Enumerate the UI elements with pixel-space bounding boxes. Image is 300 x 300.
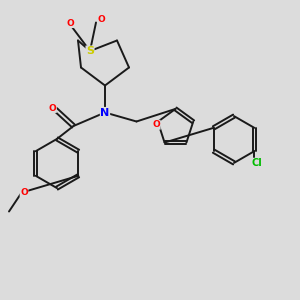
Text: Cl: Cl <box>251 158 262 168</box>
Text: S: S <box>86 46 94 56</box>
Text: O: O <box>98 15 105 24</box>
Text: O: O <box>49 103 56 112</box>
Text: O: O <box>152 120 160 129</box>
Text: N: N <box>100 107 109 118</box>
Text: O: O <box>67 19 74 28</box>
Text: O: O <box>20 188 28 197</box>
